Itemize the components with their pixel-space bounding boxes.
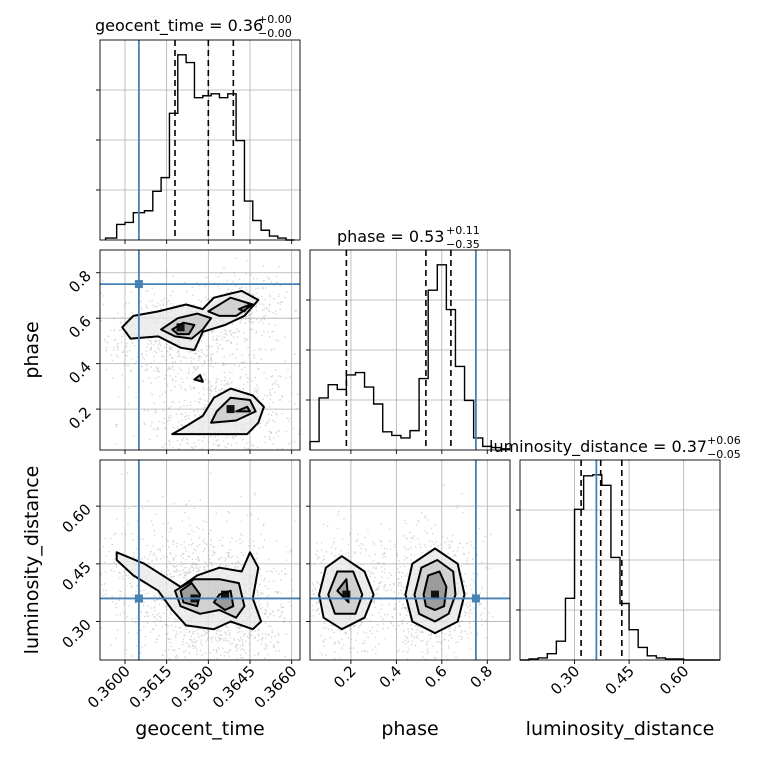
ylabel-luminosity-distance: luminosity_distance (21, 466, 43, 655)
xlabel-phase: phase (381, 718, 438, 740)
density-layer (310, 484, 505, 660)
contour-line-inner (422, 570, 448, 611)
contour-line-outer (171, 387, 265, 436)
truth-marker (134, 280, 143, 289)
contour-line-middle (327, 570, 364, 615)
title-geocent-time-sup: +0.00 (258, 13, 292, 26)
density-layer (100, 257, 300, 450)
contour-line-outer (121, 289, 260, 351)
title-geocent-time-sub: −0.00 (258, 27, 292, 40)
axes-frame (99, 249, 301, 451)
title-phase: phase = 0.53 (337, 227, 444, 246)
contour-line-outer (115, 551, 263, 631)
contour-line-outer (318, 555, 375, 631)
contour-line-inner (179, 582, 201, 608)
title-luminosity-distance-sup: +0.06 (707, 434, 741, 447)
density-peak (342, 590, 351, 599)
hist-panel-geocent-time (96, 39, 301, 244)
xlabel-luminosity-distance: luminosity_distance (526, 718, 715, 740)
histogram-step (520, 474, 720, 661)
contour-line-inner (212, 589, 235, 611)
contour-line-middle (174, 578, 246, 619)
contour-line-inner (171, 321, 196, 336)
density-peak (431, 590, 439, 599)
density-layer (100, 472, 296, 660)
contour-line-inner (193, 374, 204, 383)
truth-marker (134, 594, 143, 603)
hist-panel-phase (306, 249, 511, 454)
contour-line-outer (404, 547, 466, 635)
density-peak (176, 323, 185, 332)
xlabel-geocent-time: geocent_time (135, 718, 264, 740)
contour-line-inner (237, 303, 251, 313)
title-luminosity-distance: luminosity_distance = 0.37 (489, 437, 707, 457)
truth-marker (471, 594, 480, 603)
title-luminosity-distance-sub: −0.05 (707, 448, 741, 461)
contour-line-middle (210, 396, 257, 424)
title-geocent-time: geocent_time = 0.36 (95, 16, 263, 36)
contour-line-middle (160, 312, 213, 340)
density-peak (226, 405, 235, 414)
histogram-step (104, 54, 295, 241)
title-phase-sup: +0.11 (446, 224, 480, 237)
axes-frame (99, 459, 301, 661)
ylabel-phase: phase (21, 321, 43, 378)
axes-frame (309, 459, 511, 661)
histogram-step (309, 264, 510, 450)
density-peak (221, 590, 229, 599)
title-phase-sub: −0.35 (446, 238, 480, 251)
contour-line-middle (413, 559, 457, 623)
contour-line-inner (336, 578, 350, 604)
contour-line-inner (235, 405, 251, 413)
